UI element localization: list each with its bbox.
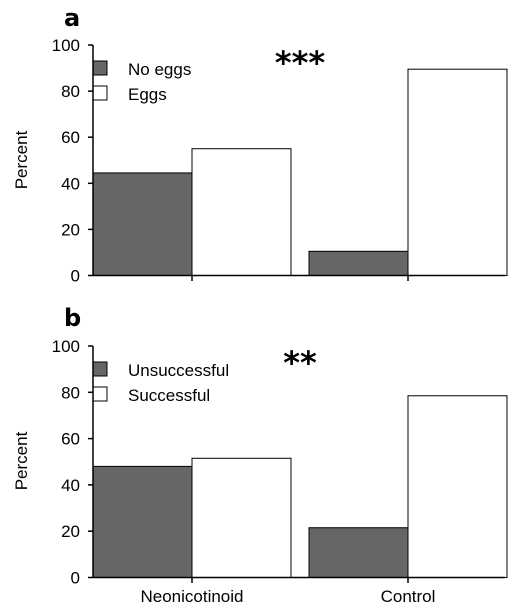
legend-swatch-eggs <box>92 85 108 101</box>
bar-a-eggs-neonicotinoid <box>191 148 292 277</box>
y-tick-label-b-0: 0 <box>71 569 80 588</box>
legend-label-eggs: Eggs <box>128 85 167 104</box>
legend-b: Unsuccessful Successful <box>92 361 229 405</box>
panel-letter-a: a <box>64 4 80 32</box>
bar-b-unsuccessful-control <box>308 527 409 578</box>
y-axis-title-a: Percent <box>12 130 31 189</box>
y-tick-label-b-80: 80 <box>61 383 80 402</box>
legend-swatch-no-eggs <box>92 60 108 76</box>
bar-a-no-eggs-control <box>308 250 409 276</box>
y-tick-label-b-100: 100 <box>52 337 80 356</box>
legend-label-no-eggs: No eggs <box>128 60 191 79</box>
y-tick-label-a-40: 40 <box>61 174 80 193</box>
x-category-label-control: Control <box>381 587 436 606</box>
y-tick-label-b-40: 40 <box>61 476 80 495</box>
significance-marker-a: *** <box>275 44 325 82</box>
bars-b <box>92 395 508 579</box>
y-tick-label-a-80: 80 <box>61 82 80 101</box>
bar-b-successful-neonicotinoid <box>191 457 292 578</box>
bar-b-successful-control <box>407 395 508 578</box>
y-ticks-a: 0 20 40 60 80 100 <box>52 36 93 286</box>
legend-label-unsuccessful: Unsuccessful <box>128 361 229 380</box>
y-tick-label-a-100: 100 <box>52 36 80 55</box>
bar-b-unsuccessful-neonicotinoid <box>92 465 193 579</box>
legend-a: No eggs Eggs <box>92 60 191 104</box>
y-tick-label-b-60: 60 <box>61 430 80 449</box>
legend-swatch-unsuccessful <box>92 361 108 377</box>
panel-b: b ** Percent 0 20 40 60 80 100 Unsuccessful S… <box>12 304 508 606</box>
y-ticks-b: 0 20 40 60 80 100 <box>52 337 93 588</box>
significance-marker-b: ** <box>283 344 317 382</box>
y-axis-title-b: Percent <box>12 431 31 490</box>
panel-letter-b: b <box>64 304 81 332</box>
legend-swatch-successful <box>92 386 108 402</box>
y-tick-label-a-60: 60 <box>61 128 80 147</box>
bar-a-no-eggs-neonicotinoid <box>92 172 193 277</box>
y-tick-label-a-0: 0 <box>71 267 80 286</box>
bars-a <box>92 68 508 277</box>
x-category-label-neonicotinoid: Neonicotinoid <box>140 587 243 606</box>
panel-a: a *** Percent 0 20 40 60 80 100 No eggs Eggs <box>12 4 508 286</box>
bar-a-eggs-control <box>407 68 508 276</box>
y-tick-label-b-20: 20 <box>61 522 80 541</box>
y-tick-label-a-20: 20 <box>61 220 80 239</box>
legend-label-successful: Successful <box>128 386 210 405</box>
